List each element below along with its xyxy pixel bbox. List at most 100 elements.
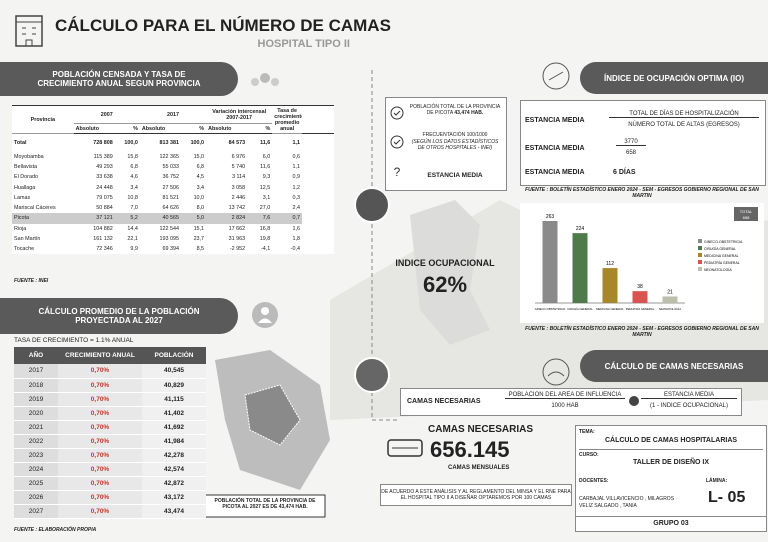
row: Moyobamba 115 389 15,8 122 365 15,0 6 976 6,0 0…	[12, 152, 334, 162]
cell: 0,70%	[58, 448, 142, 462]
cell: 6,0	[262, 153, 271, 160]
teacher: CARBAJAL VILLAVICENCIO , MILAGROS	[579, 496, 675, 502]
group: GRUPO 03	[576, 516, 766, 527]
cell: 1,1	[292, 139, 300, 146]
formula-box: CAMAS NECESARIAS POBLACION DEL AREA DE I…	[400, 388, 742, 416]
cell: 100,0	[124, 139, 138, 146]
cell: 12,5	[259, 184, 271, 191]
denominator: 658	[625, 150, 636, 156]
cell: 9,9	[130, 246, 138, 253]
category-label: GINECO-OBSTETRICIA	[535, 307, 566, 311]
subtitle: HOSPITAL TIPO II	[257, 38, 351, 50]
cell: 0,70%	[58, 420, 142, 434]
cell: 23,7	[193, 236, 205, 243]
category-label: CIRUGÍA GENERAL	[567, 307, 593, 311]
legend-swatch	[698, 239, 702, 243]
header-row: Absoluto% Absoluto% Absoluto%	[12, 124, 334, 134]
icons: ?	[390, 106, 404, 179]
cell: 0,70%	[58, 364, 142, 378]
cell: 6,8	[196, 163, 205, 170]
row: 2019 0,70% 41,115	[14, 392, 206, 406]
cell: -4,1	[260, 246, 271, 253]
banner: CÁLCULO PROMEDIO DE LA POBLACIÓN PROYECT…	[0, 298, 238, 334]
cell: 16,8	[259, 225, 271, 232]
text: ESTANCIA MEDIA	[427, 172, 483, 179]
index-label: INDICE OCUPACIONAL	[395, 258, 495, 268]
banner: CÁLCULO DE CAMAS NECESARIAS	[580, 350, 768, 382]
cell: 104 882	[93, 225, 113, 232]
cell: 2017	[14, 364, 58, 378]
cell: 7,6	[262, 215, 271, 222]
topic: CÁLCULO DE CAMAS HOSPITALARIAS	[604, 437, 738, 444]
cell: 2024	[14, 462, 58, 476]
cell: 0,70%	[58, 406, 142, 420]
cell: San Martín	[14, 236, 41, 243]
value-label: 224	[576, 226, 585, 232]
numerator: TOTAL DE DÍAS DE HOSPITALIZACIÓN	[609, 111, 759, 118]
cell: 0,70%	[58, 392, 142, 406]
times-icon	[629, 396, 639, 406]
row: 2027 0,70% 43,474	[14, 504, 206, 518]
cell: 42,872	[142, 476, 206, 490]
row: San Martín 161 132 22,1 193 095 23,7 31 963 19…	[12, 234, 334, 244]
cell: 40,545	[142, 364, 206, 378]
cell: 55 033	[162, 163, 179, 170]
cell: 41,692	[142, 420, 206, 434]
cell: 41,402	[142, 406, 206, 420]
cell: 0,70%	[58, 434, 142, 448]
label: ESTANCIA MEDIA	[525, 169, 585, 176]
denominator: 1000 HAB	[551, 403, 579, 409]
cell: 10,0	[193, 194, 205, 201]
note-text: DE ACUERDO A ESTE ANÁLISIS Y AL REGLAMEN…	[381, 489, 571, 501]
svg-text:?: ?	[394, 165, 401, 179]
teacher: VELIZ SALGADO , TANIA	[579, 503, 637, 509]
value-label: 21	[667, 289, 673, 295]
row: El Dorado 33 638 4,6 36 752 4,5 3 114 9,3 0,9	[12, 172, 334, 182]
banner-text: POBLACIÓN CENSADA Y TASA DE CRECIMIENTO …	[37, 70, 201, 88]
cell: 2 824	[231, 215, 246, 222]
cell: 8,5	[196, 246, 205, 253]
row: Bellavista 49 293 6,8 55 033 6,8 5 740 11,6 1,1	[12, 162, 334, 172]
cell: 64 626	[162, 205, 179, 212]
cell: Rioja	[14, 225, 27, 232]
cell: 15,1	[193, 225, 205, 232]
cell: -0,4	[290, 246, 300, 253]
banner-text: CÁLCULO DE CAMAS NECESARIAS	[604, 361, 744, 371]
cell: 2023	[14, 448, 58, 462]
cell: 27 506	[162, 184, 179, 191]
cell: 3,4	[196, 184, 205, 191]
cell: 4,5	[196, 174, 205, 181]
cell: 2026	[14, 490, 58, 504]
cell: 2 446	[231, 194, 246, 201]
value-label: 38	[637, 284, 643, 290]
cell: 15,8	[127, 153, 138, 160]
cell: 813 381	[159, 139, 179, 146]
cell: 0,7	[292, 215, 300, 222]
cell: 1,6	[292, 225, 300, 232]
denominator: (1 - INDICE OCUPACIONAL)	[650, 403, 728, 409]
legend-label: PEDIATRÍA GENERAL	[704, 261, 740, 265]
banner: POBLACIÓN CENSADA Y TASA DE CRECIMIENTO …	[0, 62, 238, 96]
cell: 5,2	[130, 215, 138, 222]
row: 2025 0,70% 42,872	[14, 476, 206, 490]
table: Provincia 2007 2017 Variación intercensal 2…	[12, 105, 334, 254]
cell: 14,4	[127, 225, 138, 232]
cell: 69 394	[162, 246, 179, 253]
header-cell: 2017	[139, 105, 207, 124]
row: 2022 0,70% 41,984	[14, 434, 206, 448]
cell: 79 075	[96, 194, 113, 201]
label: DOCENTES:	[579, 478, 609, 484]
cell: 15,0	[193, 153, 205, 160]
cell: 3,1	[262, 194, 271, 201]
header-cell: Tasa de crecimiento promedio anual	[272, 105, 302, 134]
cell: 27,0	[259, 205, 271, 212]
cell: 1,8	[292, 236, 300, 243]
table: AÑO CRECIMIENTO ANUAL POBLACIÓN 2017 0,70% 40…	[14, 347, 206, 519]
cell: 2020	[14, 406, 58, 420]
header-cell: Variación intercensal 2007-2017	[206, 105, 273, 124]
cell: 2022	[14, 434, 58, 448]
cell: 36 752	[162, 174, 179, 181]
cell: 9,3	[262, 174, 271, 181]
cell: Mariscal Cáceres	[14, 205, 56, 212]
numerator: ESTANCIA MEDIA	[641, 392, 737, 399]
